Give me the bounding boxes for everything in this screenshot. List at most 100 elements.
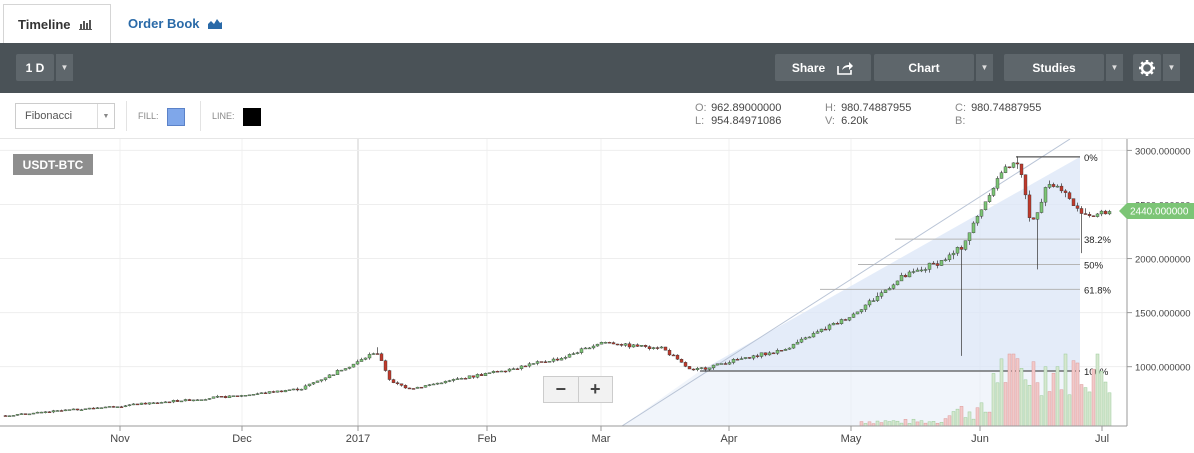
volume-bar [959,406,964,427]
candle-body [911,271,916,273]
settings-button[interactable] [1133,54,1161,81]
volume-bar [1027,384,1032,427]
volume-bar [975,407,980,427]
candle-body [839,319,844,324]
candle-body [1023,174,1028,196]
ohlc-close: C: 980.74887955 [955,102,1042,114]
candle-body [343,368,348,371]
candle-body [491,370,496,373]
volume-bar [919,420,924,427]
candle-body [1035,212,1040,220]
zoom-out-button[interactable]: − [544,377,579,402]
volume-bar [967,411,972,427]
interval-button[interactable]: 1 D [16,54,54,81]
volume-bar [943,418,948,427]
settings-caret[interactable]: ▼ [1162,54,1180,81]
candle-body [303,385,308,390]
price-chart[interactable]: 0%38.2%50%61.8%100% 3000.0000002500.0000… [0,139,1194,453]
drawing-tool-select[interactable]: Fibonacci ▼ [15,103,115,129]
chart-type-button[interactable]: Chart [874,54,974,81]
candle-body [47,411,52,413]
candle-body [795,341,800,345]
candle-body [579,348,584,353]
interval-label: 1 D [25,60,45,75]
volume-bar [859,421,864,427]
volume-bar [963,417,968,427]
volume-bar [915,421,920,427]
share-label: Share [791,60,826,75]
candle-body [599,342,604,345]
tab-timeline-label: Timeline [18,16,71,32]
candle-body [1039,201,1044,213]
candle-body [427,384,432,386]
volume-bar [883,420,888,427]
candle-body [835,323,840,325]
volume-bar [1075,362,1080,427]
candle-body [707,367,712,370]
candle-body [583,347,588,350]
chart-type-caret[interactable]: ▼ [975,54,993,81]
line-color-swatch[interactable] [243,108,261,126]
candle-body [247,394,252,397]
candle-body [1095,213,1100,217]
volume-bar [951,411,956,427]
candle-body [799,338,804,343]
gear-icon [1139,59,1155,76]
candle-body [323,377,328,380]
current-price-tag [1119,202,1194,219]
candle-body [375,353,380,355]
volume-bar [867,421,872,427]
tab-timeline[interactable]: Timeline [3,4,111,43]
candle-body [479,374,484,376]
fill-label: FILL: [138,111,159,121]
zoom-in-button[interactable]: + [589,379,601,399]
studies-button[interactable]: Studies [1004,54,1104,81]
tab-order-book[interactable]: Order Book [128,4,222,43]
candle-body [1007,166,1012,169]
candle-body [1043,187,1048,203]
share-button[interactable]: Share [775,54,871,81]
candle-body [255,393,260,395]
volume-bar [1079,384,1084,427]
candle-body [131,403,136,406]
candle-body [271,391,276,393]
volume-bar [875,420,880,427]
candle-body [291,388,296,391]
candle-body [719,363,724,365]
studies-caret[interactable]: ▼ [1105,54,1123,81]
candle-body [451,379,456,381]
candle-body [627,343,632,348]
fill-color-swatch[interactable] [167,108,185,126]
fib-trend-line [621,139,1071,427]
candle-body [439,382,444,385]
candle-body [1067,192,1072,199]
fib-fill-triangle [700,156,1080,372]
candle-body [995,178,1000,189]
candle-body [199,399,204,401]
candle-body [23,413,28,415]
volume-bar [991,373,996,427]
candle-body [175,400,180,402]
candle-body [787,347,792,350]
candle-body [735,359,740,361]
interval-dropdown-caret[interactable]: ▼ [55,54,73,81]
candle-body [1083,213,1088,215]
candle-body [455,378,460,380]
candle-body [715,363,720,366]
candle-body [367,354,372,359]
candle-body [507,368,512,372]
candle-body [391,379,396,383]
candle-body [387,370,392,380]
candle-body [203,399,208,401]
candle-body [471,375,476,378]
candle-body [1079,208,1084,214]
candle-body [991,188,996,196]
candle-body [987,195,992,202]
volume-bar [1023,379,1028,427]
candle-body [871,300,876,302]
candle-body [939,260,944,266]
candle-body [931,262,936,265]
candle-body [363,357,368,360]
candle-body [587,347,592,350]
studies-label: Studies [1032,60,1076,75]
